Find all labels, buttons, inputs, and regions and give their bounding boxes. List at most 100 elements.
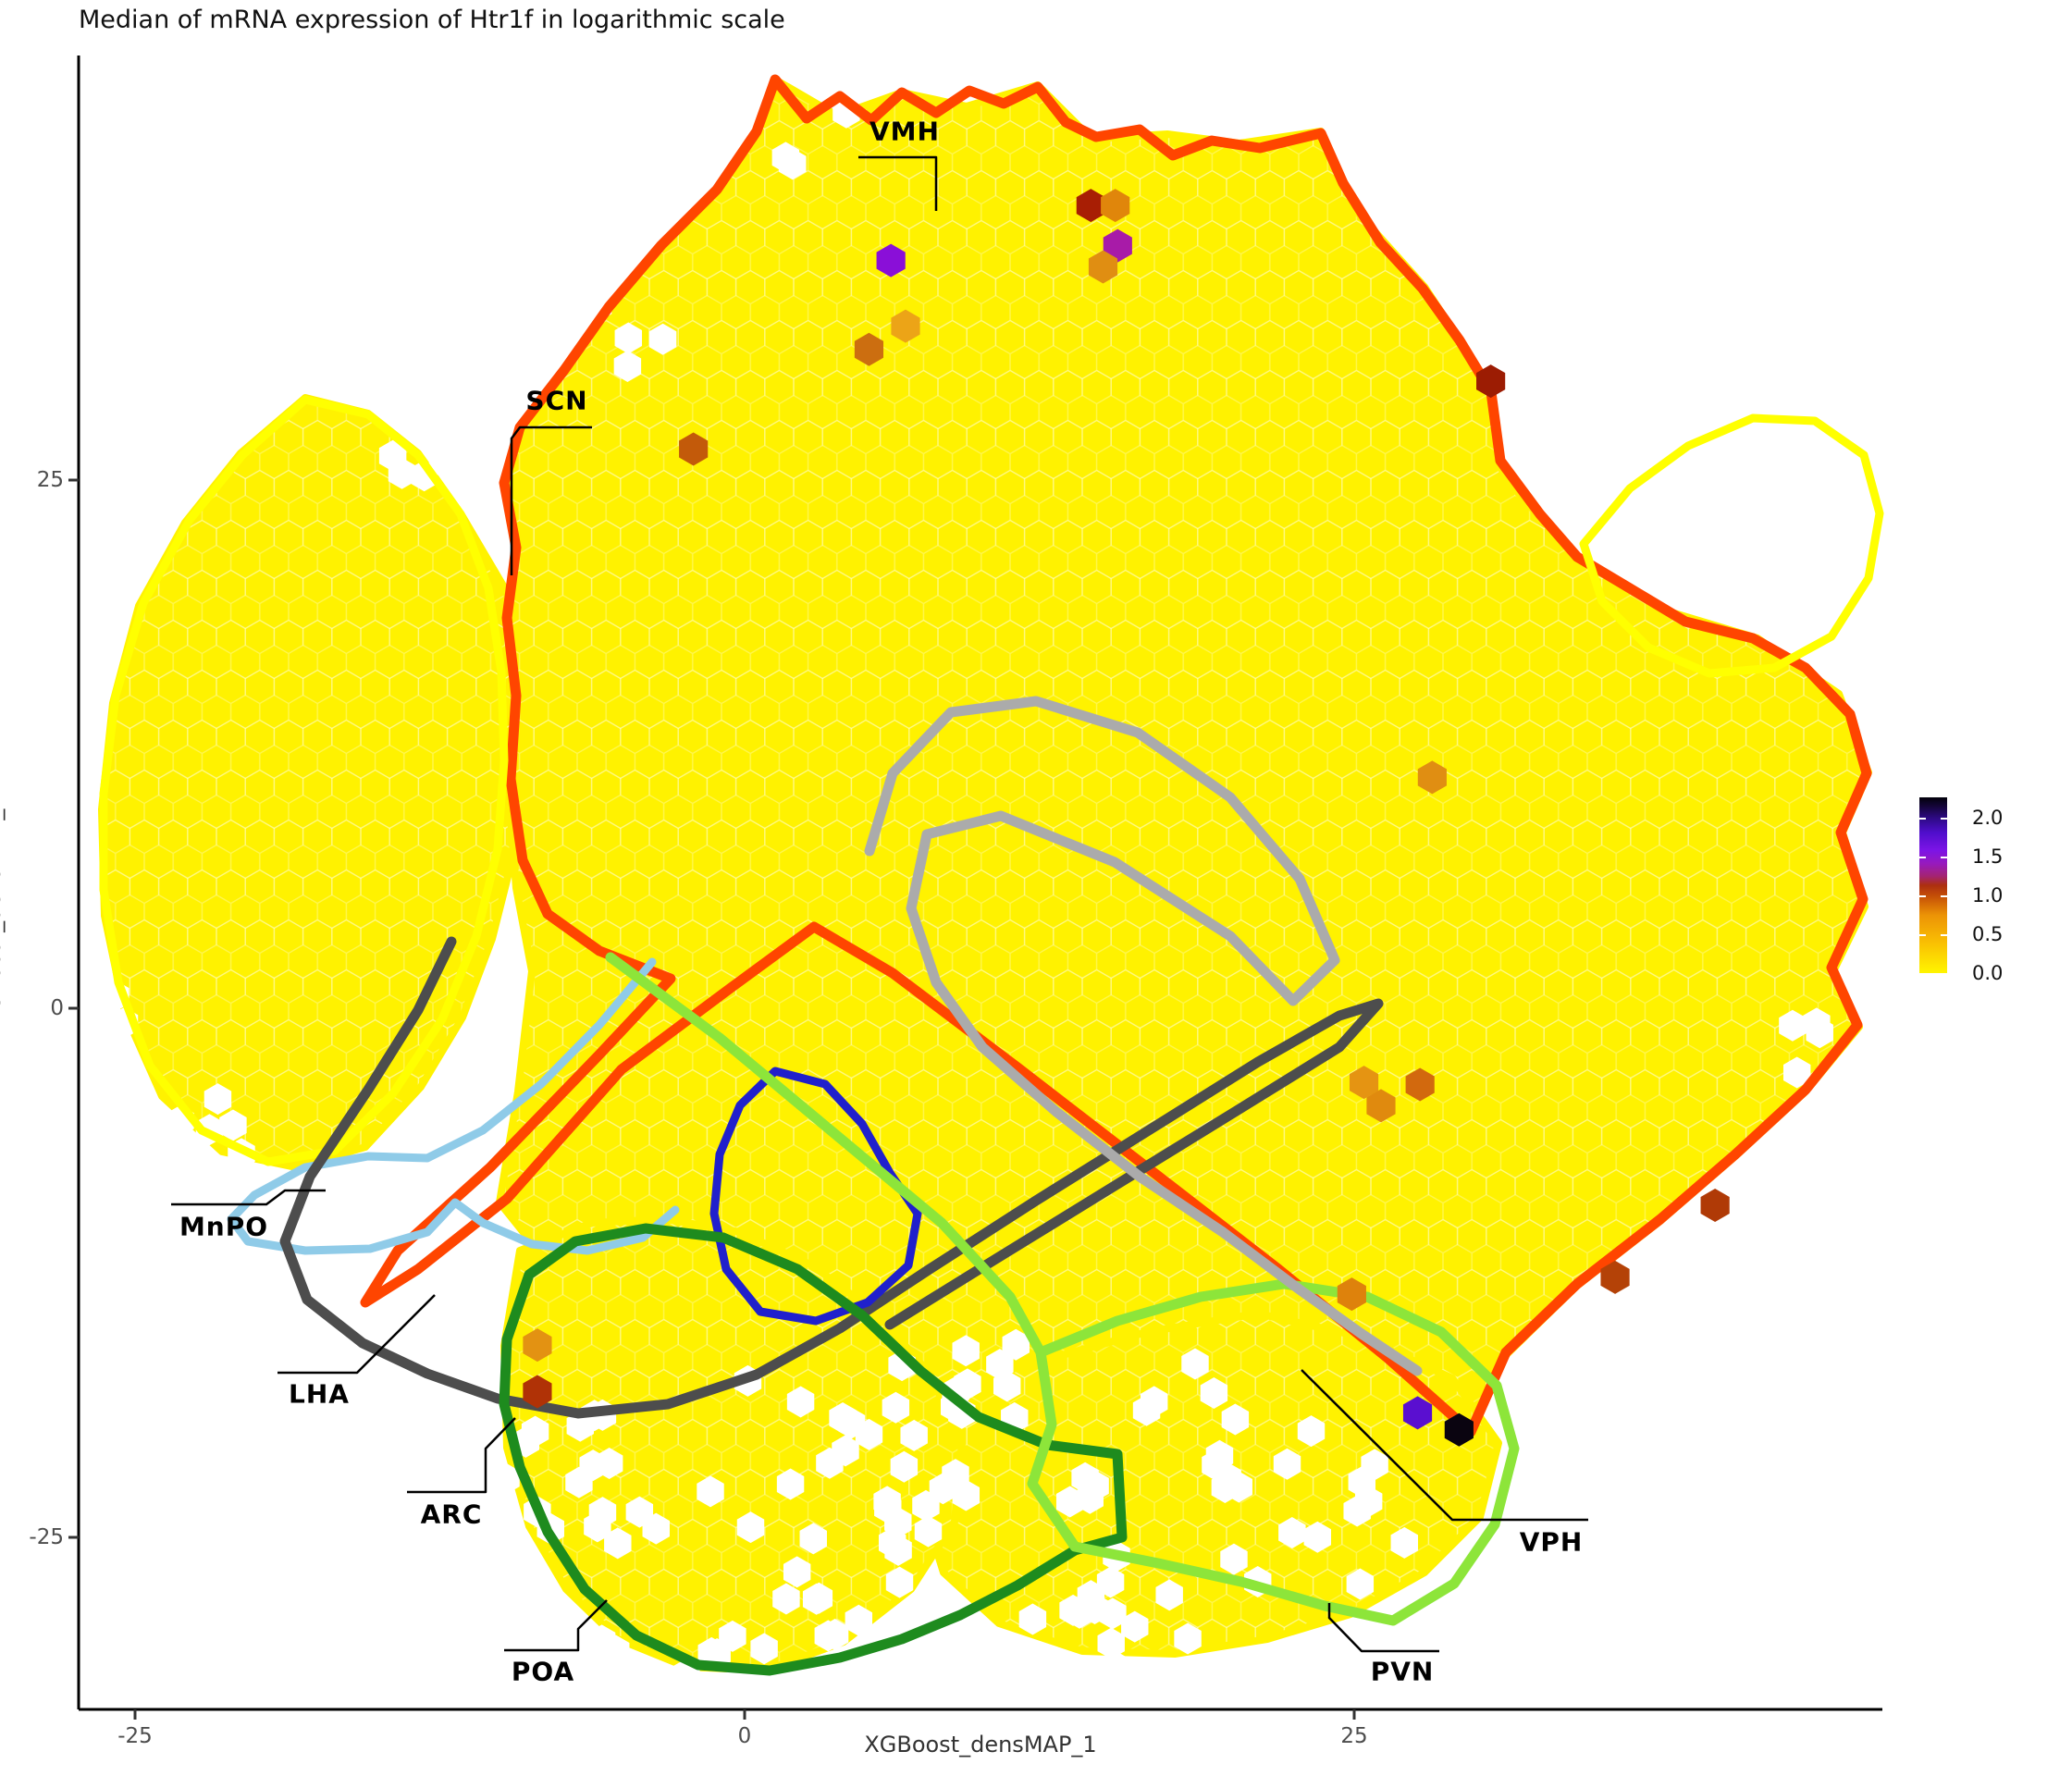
empty-bin-hex <box>855 1418 883 1450</box>
expression-hex <box>1402 1396 1433 1430</box>
empty-bin-hex <box>1263 1662 1290 1695</box>
empty-bin-hex <box>1054 1665 1081 1697</box>
empty-bin-hex <box>717 1718 746 1750</box>
region-outline-vph <box>864 696 1423 1376</box>
expression-hex <box>1444 1412 1474 1447</box>
empty-bin-hex <box>575 268 603 301</box>
region-outline-lha <box>279 936 1384 1419</box>
empty-bin-hex <box>885 1566 914 1598</box>
empty-bin-hex <box>806 55 834 87</box>
empty-bin-hex <box>952 1335 980 1367</box>
empty-bin-hex <box>204 1083 232 1116</box>
colorbar-tick-label: 1.5 <box>1972 845 2004 868</box>
empty-bin-hex <box>1200 1376 1228 1409</box>
callout-line-vph <box>1301 1369 1588 1522</box>
empty-bin-hex <box>884 1506 912 1538</box>
empty-bin-hex <box>750 1633 778 1665</box>
empty-bin-hex <box>1303 1521 1332 1553</box>
empty-bin-hex <box>1220 1543 1248 1575</box>
empty-bin-hex <box>786 1386 815 1418</box>
empty-bin-hex <box>779 148 807 180</box>
colorbar-tick-mark <box>1919 895 1926 897</box>
empty-bin-hex <box>614 322 643 354</box>
expression-hex <box>1337 1277 1366 1312</box>
empty-bin-hex <box>1390 1526 1418 1559</box>
empty-bin-hex <box>782 1679 810 1711</box>
expression-hex <box>876 243 906 278</box>
y-tick-label: 25 <box>36 468 64 492</box>
expression-hex <box>891 309 920 343</box>
callout-line-poa <box>504 1599 608 1652</box>
y-tick-label: -25 <box>29 1525 64 1549</box>
colorbar-tick-mark <box>1941 973 1947 975</box>
region-label-scn: SCN <box>525 385 588 416</box>
colorbar-tick-mark <box>1919 818 1926 820</box>
colorbar <box>1919 797 1947 973</box>
empty-bin-hex <box>914 1515 943 1548</box>
empty-bin-hex <box>1775 489 1803 522</box>
empty-bin-hex <box>845 1604 873 1636</box>
empty-bin-hex <box>1273 1448 1301 1480</box>
empty-bin-hex <box>1018 1603 1047 1635</box>
empty-bin-hex <box>772 1583 800 1615</box>
empty-bin-hex <box>906 1592 933 1624</box>
empty-bin-hex <box>993 1370 1021 1402</box>
empty-bins <box>68 51 1849 1750</box>
region-outline-hypothalamus-left-lobe <box>99 395 509 1166</box>
empty-bin-hex <box>884 1534 912 1566</box>
empty-bin-hex <box>1055 1486 1084 1518</box>
y-axis-title: XGBoost_densMAP_2 <box>0 795 6 1028</box>
empty-bin-hex <box>1071 1462 1099 1494</box>
empty-bin-hex <box>584 158 612 191</box>
empty-bin-hex <box>900 1419 928 1451</box>
x-tick-label: 0 <box>737 1724 752 1748</box>
x-tick-label: 25 <box>1340 1724 1368 1748</box>
empty-bin-hex <box>579 1449 607 1482</box>
empty-bin-hex <box>820 1618 849 1650</box>
region-label-lha: LHA <box>289 1378 350 1410</box>
expression-hex <box>1349 1066 1379 1100</box>
highlight-hexes <box>523 189 1730 1447</box>
x-tick-label: -25 <box>117 1724 153 1748</box>
empty-bin-hex <box>587 1624 616 1657</box>
empty-bin-hex <box>890 1450 919 1483</box>
empty-bin-hex <box>1343 1495 1371 1527</box>
expression-hex <box>1088 250 1118 284</box>
expression-hex <box>1366 1089 1396 1123</box>
empty-bin-hex <box>912 1489 940 1522</box>
empty-bin-hex <box>1097 1627 1125 1659</box>
colorbar-tick-mark <box>1941 857 1947 858</box>
empty-bin-hex <box>1002 1328 1030 1361</box>
region-outline-mnpo <box>227 957 680 1255</box>
y-tick-label: 0 <box>50 996 64 1020</box>
empty-bin-hex <box>74 1029 102 1061</box>
empty-bin-hex <box>378 439 407 472</box>
empty-bin-hex <box>1346 1568 1375 1600</box>
region-label-mnpo: MnPO <box>179 1211 269 1242</box>
expression-hex <box>1476 364 1506 399</box>
empty-bin-hex <box>776 1468 805 1500</box>
empty-bin-hex <box>1746 505 1775 537</box>
callout-line-vmh <box>858 155 938 211</box>
region-label-arc: ARC <box>420 1498 483 1530</box>
empty-bin-hex <box>625 1496 654 1528</box>
region-label-pvn: PVN <box>1370 1656 1435 1687</box>
empty-bin-hex <box>1221 1403 1250 1436</box>
empty-bin-hex <box>1246 1645 1274 1677</box>
callout-line-lha <box>278 1294 436 1375</box>
empty-bin-hex <box>954 1368 981 1400</box>
empty-bin-hex <box>1066 1597 1093 1629</box>
colorbar-tick-mark <box>1919 857 1926 858</box>
empty-bin-hex <box>1121 1610 1149 1643</box>
empty-bin-hex <box>1821 1080 1849 1113</box>
callout-line-pvn <box>1327 1603 1439 1653</box>
callout-line-mnpo <box>171 1189 326 1206</box>
empty-bin-hex <box>1181 1348 1209 1380</box>
empty-bin-hex <box>613 350 642 382</box>
expression-hex <box>1417 760 1447 795</box>
empty-bin-hex <box>648 323 677 355</box>
empty-bin-hex <box>1099 1597 1127 1630</box>
empty-bin-hex <box>617 188 645 220</box>
